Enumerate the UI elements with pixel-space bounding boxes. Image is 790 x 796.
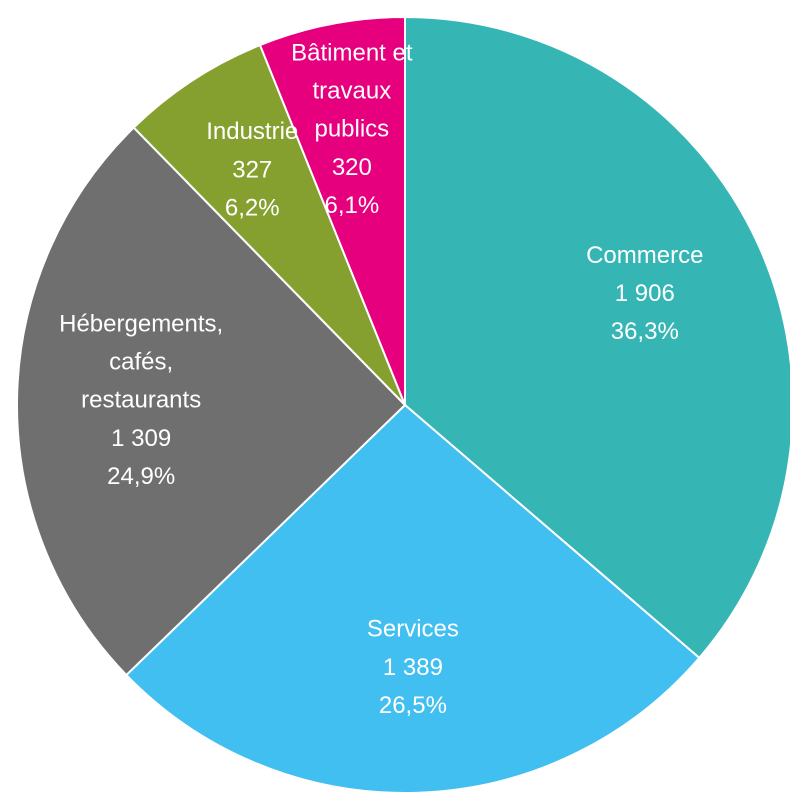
- label-line: Hébergements,: [59, 311, 223, 338]
- label-line: Services: [367, 616, 459, 643]
- pie-slice: [124, 403, 701, 794]
- slice-category-label: Bâtiment et travaux publics: [291, 40, 413, 143]
- slice-category-label: Hébergements, cafés, restaurants: [59, 311, 223, 414]
- slice-percent-label: 6,1%: [324, 192, 379, 219]
- label-line: cafés,: [109, 349, 173, 376]
- label-line: Commerce: [586, 242, 703, 269]
- slice-value-label: 1 309: [111, 425, 171, 452]
- pie-slice: [132, 43, 406, 406]
- slice-category-label: Commerce: [586, 242, 703, 269]
- label-line: Industrie: [206, 118, 298, 145]
- label-line: restaurants: [81, 387, 201, 414]
- slice-percent-label: 26,5%: [379, 692, 447, 719]
- slice-value-label: 327: [232, 156, 272, 183]
- label-line: Bâtiment et: [291, 40, 413, 67]
- pie-slice: [258, 15, 406, 406]
- pie-slice: [404, 15, 790, 660]
- label-line: publics: [314, 116, 389, 143]
- label-line: travaux: [312, 78, 391, 105]
- slice-value-label: 320: [332, 154, 372, 181]
- slice-percent-label: 36,3%: [611, 318, 679, 345]
- slice-percent-label: 6,2%: [225, 194, 280, 221]
- slice-value-label: 1 906: [615, 280, 675, 307]
- pie-slice: [16, 126, 407, 677]
- slice-percent-label: 24,9%: [107, 463, 175, 490]
- slice-value-label: 1 389: [383, 654, 443, 681]
- slice-category-label: Industrie: [206, 118, 298, 145]
- slice-category-label: Services: [367, 616, 459, 643]
